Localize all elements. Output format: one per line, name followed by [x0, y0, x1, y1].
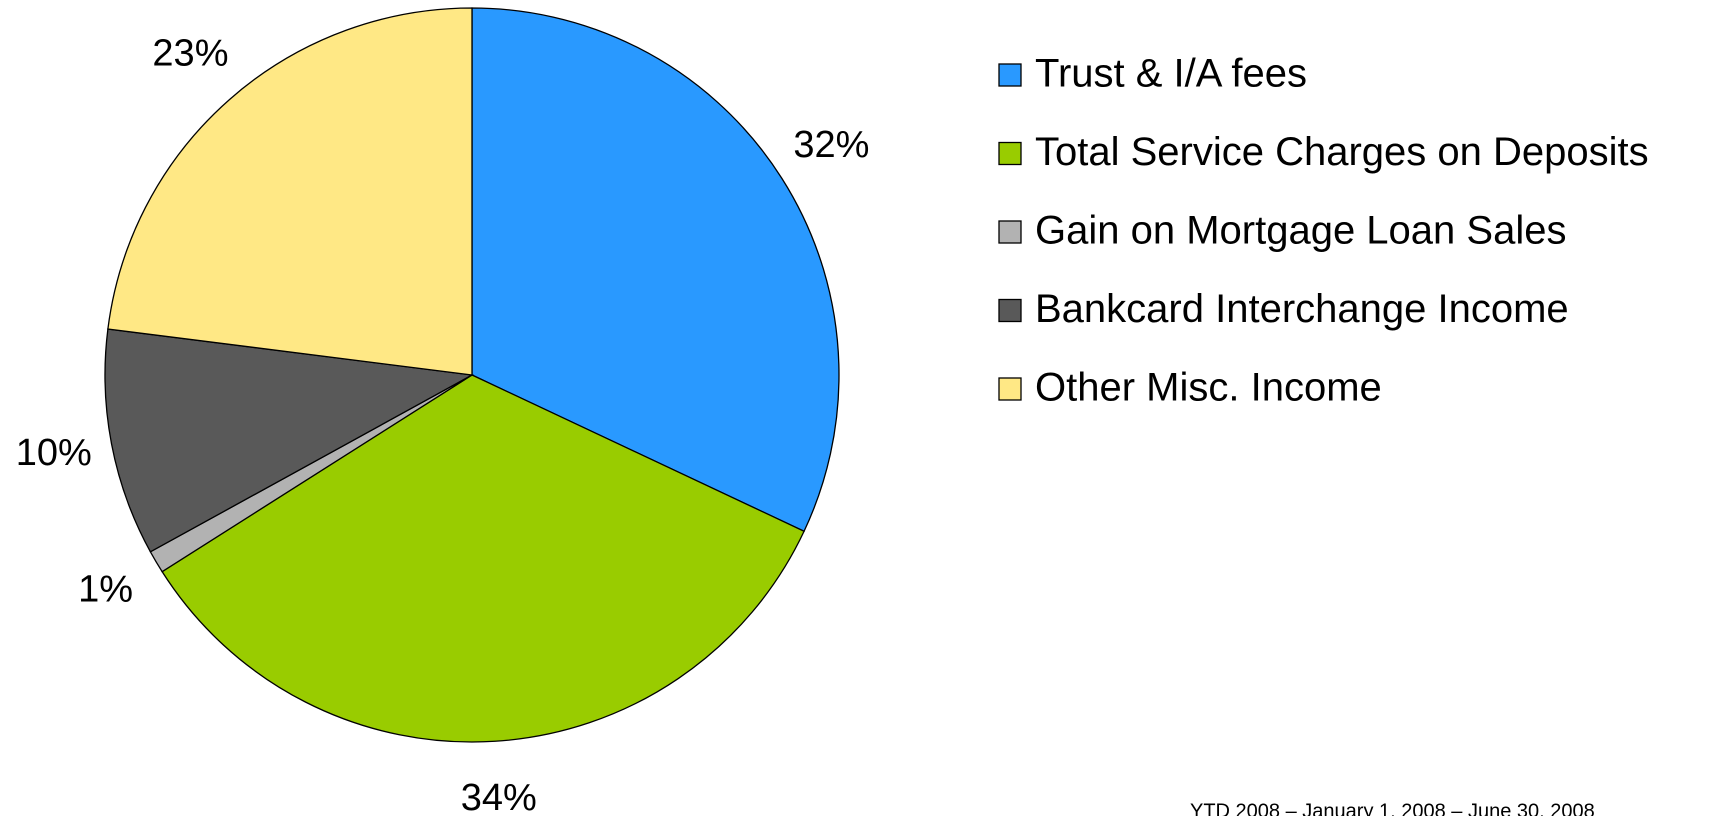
legend-swatch	[998, 220, 1022, 244]
legend-label: Other Misc. Income	[1035, 366, 1382, 410]
legend-swatch	[998, 377, 1022, 401]
data-label: 34%	[461, 777, 537, 816]
data-label: 23%	[152, 33, 228, 75]
pie-slice	[471, 7, 840, 533]
legend-label: Total Service Charges on Deposits	[1035, 130, 1649, 174]
legend-label: Gain on Mortgage Loan Sales	[1035, 209, 1566, 253]
legend-label: Bankcard Interchange Income	[1035, 287, 1569, 331]
legend-swatch	[998, 63, 1022, 87]
data-label: 32%	[793, 124, 869, 166]
footnote: YTD 2008 – January 1, 2008 – June 30, 20…	[1190, 800, 1595, 816]
legend-label: Trust & I/A fees	[1035, 52, 1307, 96]
legend-swatch	[998, 298, 1022, 323]
pie-slice	[161, 374, 805, 743]
data-label: 1%	[78, 569, 133, 611]
pie-slice	[107, 7, 473, 376]
legend-swatch	[998, 141, 1022, 166]
pie-slice	[104, 328, 475, 553]
data-label: 10%	[16, 432, 92, 474]
